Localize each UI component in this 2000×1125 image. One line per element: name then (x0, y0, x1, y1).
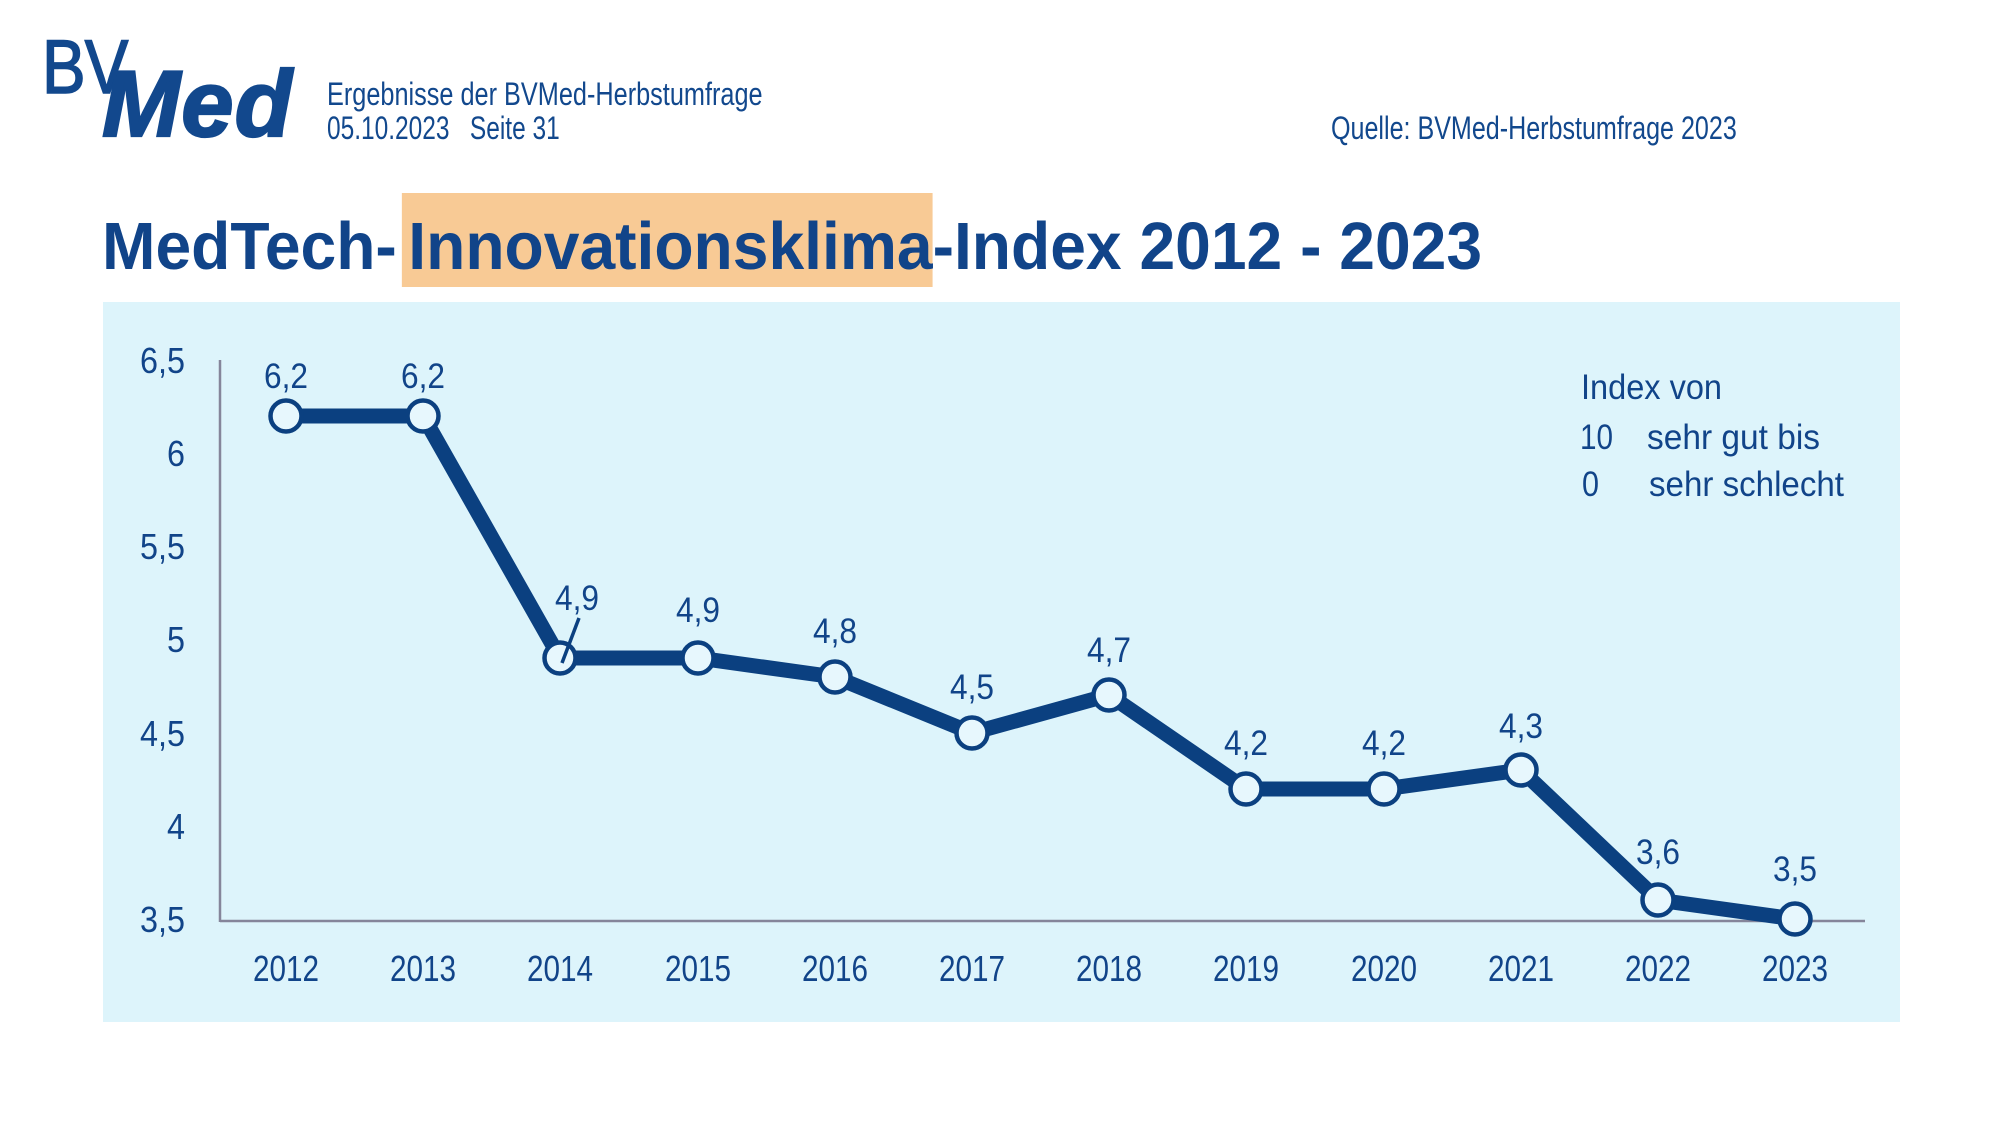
svg-text:4,2: 4,2 (1362, 724, 1406, 763)
svg-text:2023: 2023 (1762, 948, 1828, 989)
svg-text:2018: 2018 (1076, 948, 1142, 989)
svg-text:sehr schlecht: sehr schlecht (1649, 465, 1844, 504)
svg-text:2021: 2021 (1488, 948, 1554, 989)
svg-text:2013: 2013 (390, 948, 456, 989)
svg-text:4,3: 4,3 (1499, 707, 1543, 746)
svg-text:4,5: 4,5 (140, 713, 185, 754)
svg-text:6,5: 6,5 (140, 340, 185, 381)
svg-text:5: 5 (167, 619, 185, 660)
svg-text:3,5: 3,5 (1773, 850, 1817, 889)
svg-text:2020: 2020 (1351, 948, 1417, 989)
svg-text:4,9: 4,9 (555, 579, 599, 618)
svg-text:2014: 2014 (527, 948, 593, 989)
svg-text:4,8: 4,8 (813, 612, 857, 651)
svg-text:sehr gut bis: sehr gut bis (1647, 418, 1820, 457)
svg-text:2022: 2022 (1625, 948, 1691, 989)
svg-text:2016: 2016 (802, 948, 868, 989)
svg-text:3,6: 3,6 (1636, 833, 1680, 872)
svg-text:10: 10 (1580, 418, 1613, 457)
svg-text:2015: 2015 (665, 948, 731, 989)
svg-text:0: 0 (1582, 465, 1599, 504)
svg-text:Index von: Index von (1581, 368, 1722, 407)
svg-text:4,2: 4,2 (1224, 724, 1268, 763)
svg-text:2012: 2012 (253, 948, 319, 989)
svg-text:5,5: 5,5 (140, 526, 185, 567)
svg-text:2017: 2017 (939, 948, 1005, 989)
svg-text:6: 6 (167, 433, 185, 474)
svg-text:6,2: 6,2 (264, 357, 308, 396)
svg-text:3,5: 3,5 (140, 899, 185, 940)
svg-text:4: 4 (167, 806, 185, 847)
svg-text:4,9: 4,9 (676, 591, 720, 630)
svg-text:4,7: 4,7 (1087, 631, 1131, 670)
svg-text:4,5: 4,5 (950, 668, 994, 707)
svg-text:6,2: 6,2 (401, 357, 445, 396)
svg-text:2019: 2019 (1213, 948, 1279, 989)
